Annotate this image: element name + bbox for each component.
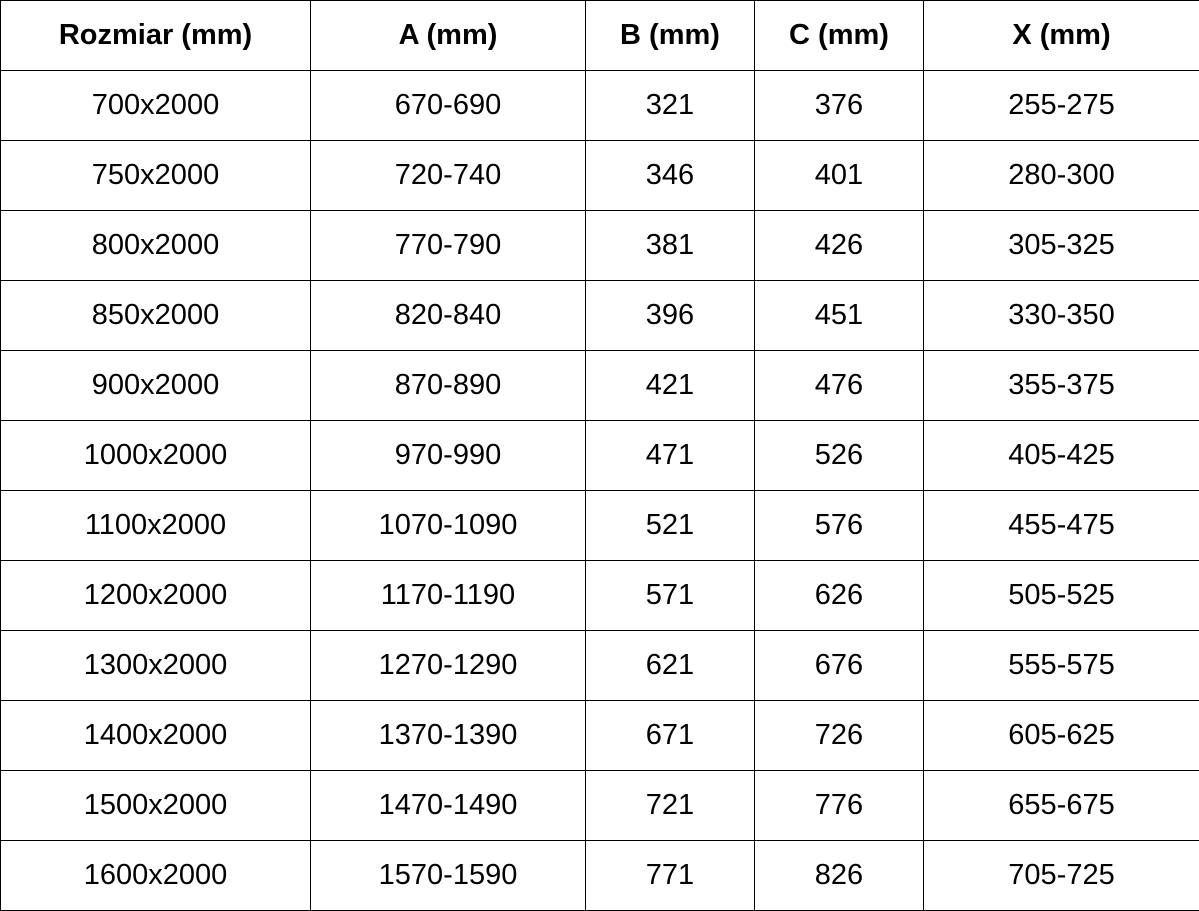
table-row: 1500x2000 1470-1490 721 776 655-675	[0, 770, 1199, 841]
cell-b: 571	[585, 560, 755, 631]
cell-size: 1600x2000	[0, 840, 311, 911]
cell-size: 1100x2000	[0, 490, 311, 561]
cell-a: 1170-1190	[310, 560, 586, 631]
cell-c: 626	[754, 560, 924, 631]
cell-b: 671	[585, 700, 755, 771]
cell-b: 321	[585, 70, 755, 141]
cell-c: 726	[754, 700, 924, 771]
cell-x: 330-350	[923, 280, 1199, 351]
cell-x: 605-625	[923, 700, 1199, 771]
cell-size: 1400x2000	[0, 700, 311, 771]
cell-a: 970-990	[310, 420, 586, 491]
table-row: 900x2000 870-890 421 476 355-375	[0, 350, 1199, 421]
cell-x: 455-475	[923, 490, 1199, 561]
cell-a: 1270-1290	[310, 630, 586, 701]
cell-b: 421	[585, 350, 755, 421]
header-row: Rozmiar (mm) A (mm) B (mm) C (mm) X (mm)	[0, 0, 1199, 71]
cell-x: 555-575	[923, 630, 1199, 701]
cell-c: 376	[754, 70, 924, 141]
cell-size: 750x2000	[0, 140, 311, 211]
cell-c: 451	[754, 280, 924, 351]
cell-a: 1370-1390	[310, 700, 586, 771]
cell-c: 776	[754, 770, 924, 841]
cell-c: 476	[754, 350, 924, 421]
cell-a: 820-840	[310, 280, 586, 351]
table-row: 1200x2000 1170-1190 571 626 505-525	[0, 560, 1199, 631]
cell-a: 670-690	[310, 70, 586, 141]
header-c: C (mm)	[754, 0, 924, 71]
table-row: 800x2000 770-790 381 426 305-325	[0, 210, 1199, 281]
header-b: B (mm)	[585, 0, 755, 71]
cell-x: 255-275	[923, 70, 1199, 141]
cell-b: 521	[585, 490, 755, 561]
cell-x: 280-300	[923, 140, 1199, 211]
cell-b: 771	[585, 840, 755, 911]
table-row: 1600x2000 1570-1590 771 826 705-725	[0, 840, 1199, 911]
cell-b: 396	[585, 280, 755, 351]
cell-b: 721	[585, 770, 755, 841]
cell-size: 900x2000	[0, 350, 311, 421]
table-row: 1400x2000 1370-1390 671 726 605-625	[0, 700, 1199, 771]
cell-x: 655-675	[923, 770, 1199, 841]
cell-a: 720-740	[310, 140, 586, 211]
cell-a: 770-790	[310, 210, 586, 281]
header-a: A (mm)	[310, 0, 586, 71]
cell-a: 1070-1090	[310, 490, 586, 561]
cell-size: 800x2000	[0, 210, 311, 281]
table-row: 1300x2000 1270-1290 621 676 555-575	[0, 630, 1199, 701]
header-x: X (mm)	[923, 0, 1199, 71]
table-row: 1000x2000 970-990 471 526 405-425	[0, 420, 1199, 491]
cell-x: 705-725	[923, 840, 1199, 911]
cell-b: 381	[585, 210, 755, 281]
table-body: 700x2000 670-690 321 376 255-275 750x2000 720-…	[0, 70, 1199, 911]
cell-size: 1200x2000	[0, 560, 311, 631]
cell-c: 426	[754, 210, 924, 281]
cell-b: 621	[585, 630, 755, 701]
cell-size: 700x2000	[0, 70, 311, 141]
cell-c: 826	[754, 840, 924, 911]
cell-c: 401	[754, 140, 924, 211]
cell-b: 346	[585, 140, 755, 211]
cell-c: 526	[754, 420, 924, 491]
table-row: 700x2000 670-690 321 376 255-275	[0, 70, 1199, 141]
cell-a: 1470-1490	[310, 770, 586, 841]
header-size: Rozmiar (mm)	[0, 0, 311, 71]
cell-a: 1570-1590	[310, 840, 586, 911]
cell-size: 1000x2000	[0, 420, 311, 491]
cell-b: 471	[585, 420, 755, 491]
cell-size: 1300x2000	[0, 630, 311, 701]
cell-x: 355-375	[923, 350, 1199, 421]
cell-size: 1500x2000	[0, 770, 311, 841]
cell-x: 505-525	[923, 560, 1199, 631]
cell-c: 576	[754, 490, 924, 561]
cell-c: 676	[754, 630, 924, 701]
cell-size: 850x2000	[0, 280, 311, 351]
table-row: 850x2000 820-840 396 451 330-350	[0, 280, 1199, 351]
table-row: 1100x2000 1070-1090 521 576 455-475	[0, 490, 1199, 561]
cell-a: 870-890	[310, 350, 586, 421]
cell-x: 305-325	[923, 210, 1199, 281]
table-row: 750x2000 720-740 346 401 280-300	[0, 140, 1199, 211]
cell-x: 405-425	[923, 420, 1199, 491]
